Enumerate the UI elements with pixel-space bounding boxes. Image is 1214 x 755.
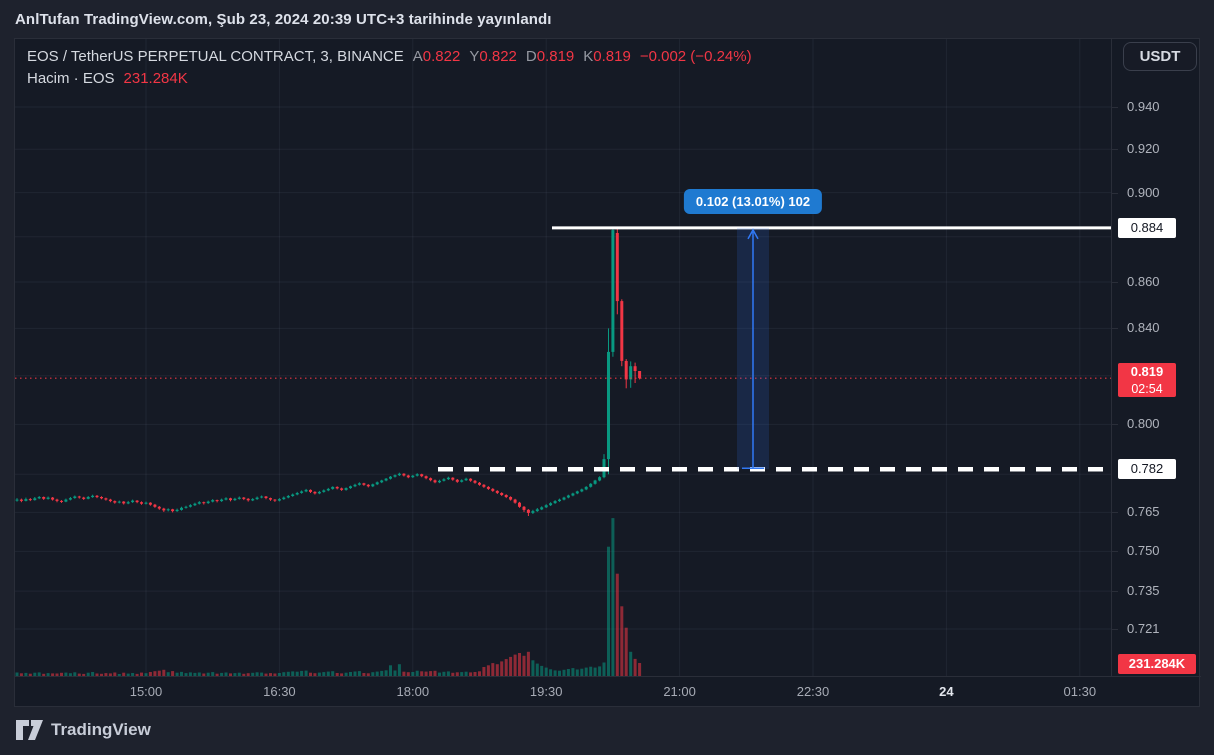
- price-axis-tickmark: [1112, 107, 1118, 108]
- price-axis-tick-label: 0.840: [1127, 320, 1160, 335]
- support-price-label: 0.782: [1118, 459, 1176, 479]
- publish-info-bar: AnlTufan TradingView.com, Şub 23, 2024 2…: [0, 0, 1214, 38]
- price-axis-tick-label: 0.800: [1127, 416, 1160, 431]
- chart-legend: EOS / TetherUS PERPETUAL CONTRACT, 3, BI…: [27, 46, 752, 89]
- time-axis-label: 24: [939, 684, 954, 699]
- time-axis-label: 18:00: [396, 684, 430, 699]
- price-axis-tick-label: 0.940: [1127, 99, 1160, 114]
- time-axis-label: 21:00: [663, 684, 696, 699]
- price-axis-tick-label: 0.735: [1127, 583, 1160, 598]
- close-value: K0.819: [583, 48, 631, 65]
- price-axis[interactable]: 0.940 0.920 0.900 0.860 0.840 0.800 0.765 0.750…: [1111, 39, 1201, 676]
- price-axis-tickmark: [1112, 328, 1118, 329]
- price-axis-tickmark: [1112, 193, 1118, 194]
- time-axis[interactable]: 15:00 16:30 18:00 19:30 21:00 22:30 24 01:30: [15, 676, 1201, 707]
- time-axis-label: 16:30: [263, 684, 296, 699]
- price-axis-tick-label: 0.765: [1127, 504, 1160, 519]
- time-axis-label: 22:30: [796, 684, 830, 699]
- tradingview-brand-text: TradingView: [51, 720, 151, 739]
- price-axis-tickmark: [1112, 424, 1118, 425]
- price-axis-tickmark: [1112, 512, 1118, 513]
- currency-toggle-button[interactable]: USDT: [1123, 42, 1197, 71]
- volume-row: Hacim · EOS 231.284K: [27, 68, 752, 89]
- low-value: D0.819: [525, 48, 575, 65]
- measure-tool-label[interactable]: 0.102 (13.01%) 102: [683, 189, 823, 214]
- volume-study-label: Hacim · EOS: [27, 70, 115, 87]
- footer-bar: TradingView: [0, 707, 1214, 755]
- publish-info-text: AnlTufan TradingView.com, Şub 23, 2024 2…: [15, 10, 552, 28]
- change-value: −0.002 (−0.24%): [639, 48, 752, 65]
- price-axis-tickmark: [1112, 591, 1118, 592]
- time-axis-label: 01:30: [1063, 684, 1097, 699]
- price-axis-tickmark: [1112, 629, 1118, 630]
- tradingview-logo-icon: [16, 720, 43, 740]
- volume-axis-label: 231.284K: [1118, 654, 1196, 674]
- price-axis-tickmark: [1112, 149, 1118, 150]
- chart-panel: EOS / TetherUS PERPETUAL CONTRACT, 3, BI…: [14, 38, 1201, 707]
- time-axis-label: 19:30: [529, 684, 563, 699]
- price-axis-tick-label: 0.920: [1127, 141, 1160, 156]
- price-axis-tick-label: 0.860: [1127, 274, 1160, 289]
- price-axis-tickmark: [1112, 551, 1118, 552]
- price-axis-tick-label: 0.750: [1127, 543, 1160, 558]
- price-chart-canvas[interactable]: [15, 39, 1111, 676]
- volume-study-value: 231.284K: [123, 70, 188, 87]
- symbol-title: EOS / TetherUS PERPETUAL CONTRACT, 3, BI…: [27, 48, 404, 65]
- high-value: Y0.822: [469, 48, 517, 65]
- tradingview-logo-link[interactable]: TradingView: [16, 720, 151, 740]
- symbol-row: EOS / TetherUS PERPETUAL CONTRACT, 3, BI…: [27, 46, 752, 67]
- time-axis-label: 15:00: [129, 684, 163, 699]
- open-value: A0.822: [412, 48, 461, 65]
- price-axis-tick-label: 0.900: [1127, 185, 1160, 200]
- price-axis-tickmark: [1112, 282, 1118, 283]
- price-axis-tick-label: 0.721: [1127, 621, 1160, 636]
- last-price-label: 0.819 02:54: [1118, 363, 1176, 397]
- resistance-price-label: 0.884: [1118, 218, 1176, 238]
